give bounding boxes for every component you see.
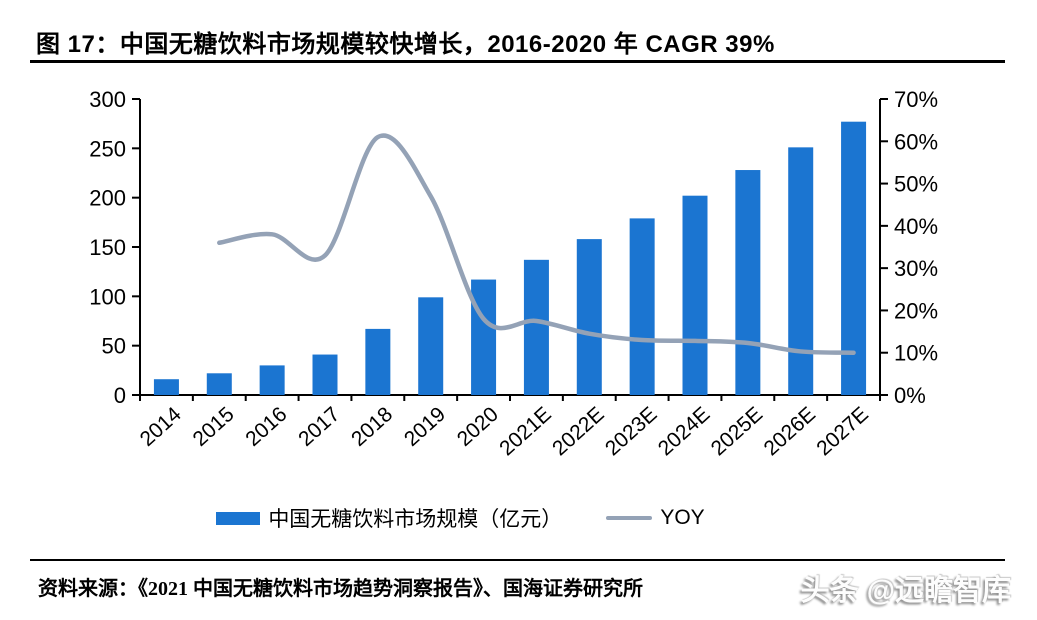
y-left-tick-label: 150 [89,235,126,260]
y-right-tick-label: 50% [894,172,938,197]
x-label-2018: 2018 [347,403,397,451]
y-right-tick-label: 60% [894,129,938,154]
bar-2027E [841,121,867,396]
y-right-tick-label: 20% [894,298,938,323]
footer-divider [30,559,1005,561]
bar-2024E [682,195,708,395]
bar-2014 [153,379,179,395]
bar-2022E [576,239,602,395]
yoy-line [217,133,856,355]
legend-line-swatch [606,516,653,520]
x-label-2021E: 2021E [495,403,556,461]
bar-2017 [312,354,338,395]
y-right-tick-label: 0% [894,383,926,408]
y-left-tick-label: 250 [89,136,126,161]
bar-2023E [629,218,655,395]
bar-2021E [523,259,549,395]
toutiao-watermark: 头条 @远瞻智库 [800,575,1011,607]
y-left-tick-label: 0 [114,383,126,408]
x-label-2023E: 2023E [601,403,662,461]
bar-2020 [471,279,497,395]
x-label-2027E: 2027E [812,403,873,461]
x-label-2015: 2015 [189,403,239,451]
bar-2018 [365,328,391,395]
y-right-tick-label: 40% [894,214,938,239]
x-label-2022E: 2022E [548,403,609,461]
y-right-tick-label: 30% [894,256,938,281]
y-right-tick-label: 10% [894,341,938,366]
source-note: 资料来源：《2021 中国无糖饮料市场趋势洞察报告》、国海证券研究所 [38,578,643,600]
x-label-2014: 2014 [136,402,186,451]
x-label-2025E: 2025E [707,403,768,461]
legend-bar-swatch [216,511,261,525]
y-right-tick-label: 70% [894,87,938,112]
title-underline [30,60,1005,63]
x-label-2019: 2019 [400,403,450,451]
y-left-tick-label: 100 [89,284,126,309]
x-label-2026E: 2026E [760,403,821,461]
legend-bar-label: 中国无糖饮料市场规模（亿元） [268,508,563,531]
figure-title: 图 17：中国无糖饮料市场规模较快增长，2016-2020 年 CAGR 39% [36,31,775,58]
legend-line-label: YOY [660,506,705,529]
bar-2016 [259,365,285,395]
x-label-2024E: 2024E [654,403,715,461]
bar-2019 [418,297,444,395]
y-left-tick-label: 300 [89,87,126,112]
x-label-2016: 2016 [241,403,291,451]
legend: 中国无糖饮料市场规模（亿元） YOY [0,503,921,533]
bar-2025E [735,170,761,395]
y-left-tick-label: 200 [89,186,126,211]
x-label-2017: 2017 [294,403,344,451]
bar-2015 [206,373,232,395]
bar-2026E [788,147,814,395]
y-left-tick-label: 50 [102,334,126,359]
